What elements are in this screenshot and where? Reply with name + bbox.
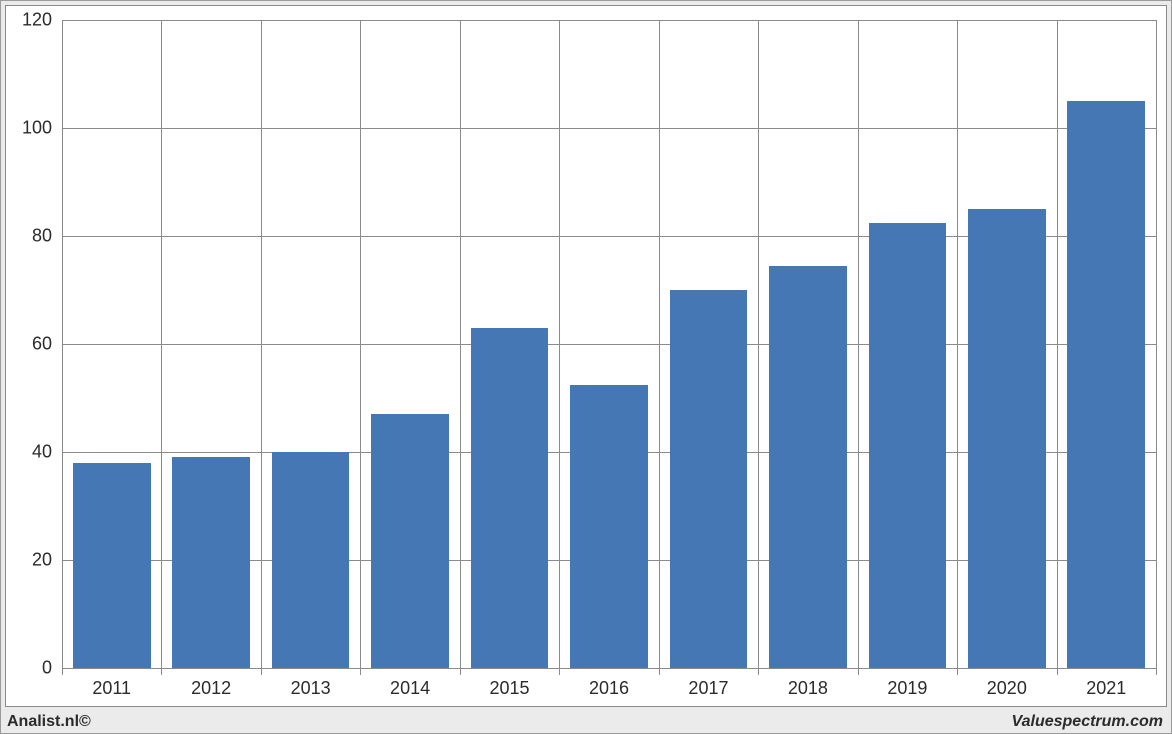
y-axis-tick-label: 60	[32, 334, 52, 355]
x-axis-tick-mark	[1057, 668, 1058, 675]
bar	[1067, 101, 1145, 668]
bar	[769, 266, 847, 668]
x-axis-tick-label: 2015	[490, 678, 530, 699]
gridline-vertical	[161, 20, 162, 668]
x-axis-tick-label: 2016	[589, 678, 629, 699]
chart-outer-frame: 0 20 40 60 80 100 120 2011 2012 2013 2014 2015 2016 2…	[0, 0, 1172, 734]
gridline-vertical	[559, 20, 560, 668]
x-axis-tick-mark	[1156, 668, 1157, 675]
y-axis-tick-label: 20	[32, 550, 52, 571]
x-axis-tick-mark	[858, 668, 859, 675]
x-axis-tick-mark	[360, 668, 361, 675]
x-axis-tick-label: 2013	[291, 678, 331, 699]
x-axis-tick-mark	[161, 668, 162, 675]
bar	[172, 457, 250, 668]
x-axis-tick-mark	[659, 668, 660, 675]
x-axis-tick-label: 2020	[987, 678, 1027, 699]
footer-credit-right: Valuespectrum.com	[1012, 713, 1163, 731]
x-axis-baseline	[62, 668, 1156, 669]
gridline-horizontal	[62, 128, 1156, 129]
gridline-vertical	[659, 20, 660, 668]
x-axis-tick-mark	[758, 668, 759, 675]
x-axis-tick-mark	[261, 668, 262, 675]
gridline-vertical	[460, 20, 461, 668]
footer-credit-left: Analist.nl©	[7, 713, 91, 731]
chart-panel: 0 20 40 60 80 100 120 2011 2012 2013 2014 2015 2016 2…	[5, 5, 1167, 707]
y-axis-tick-label: 0	[42, 658, 52, 679]
y-axis-tick-label: 40	[32, 442, 52, 463]
bar	[73, 463, 151, 668]
gridline-vertical	[957, 20, 958, 668]
gridline-vertical	[858, 20, 859, 668]
y-axis-tick-label: 120	[22, 10, 52, 31]
x-axis-tick-mark	[62, 668, 63, 675]
bar	[570, 385, 648, 669]
x-axis-tick-label: 2012	[191, 678, 231, 699]
gridline-vertical	[360, 20, 361, 668]
plot-border-vertical	[1156, 20, 1157, 668]
plot-area: 0204060801001202011201220132014201520162…	[62, 20, 1156, 668]
plot-border-top	[62, 20, 1156, 21]
plot-border-vertical	[62, 20, 63, 668]
x-axis-tick-mark	[559, 668, 560, 675]
x-axis-tick-label: 2019	[887, 678, 927, 699]
bar	[869, 223, 947, 669]
x-axis-tick-label: 2011	[92, 678, 131, 699]
y-axis-tick-label: 100	[22, 118, 52, 139]
x-axis-tick-label: 2017	[688, 678, 728, 699]
bar	[272, 452, 350, 668]
bar	[371, 414, 449, 668]
bar	[471, 328, 549, 668]
bar	[670, 290, 748, 668]
gridline-vertical	[261, 20, 262, 668]
y-axis-tick-label: 80	[32, 226, 52, 247]
gridline-vertical	[758, 20, 759, 668]
x-axis-tick-label: 2014	[390, 678, 430, 699]
bar	[968, 209, 1046, 668]
x-axis-tick-mark	[460, 668, 461, 675]
x-axis-tick-mark	[957, 668, 958, 675]
x-axis-tick-label: 2021	[1086, 678, 1126, 699]
x-axis-tick-label: 2018	[788, 678, 828, 699]
gridline-vertical	[1057, 20, 1058, 668]
